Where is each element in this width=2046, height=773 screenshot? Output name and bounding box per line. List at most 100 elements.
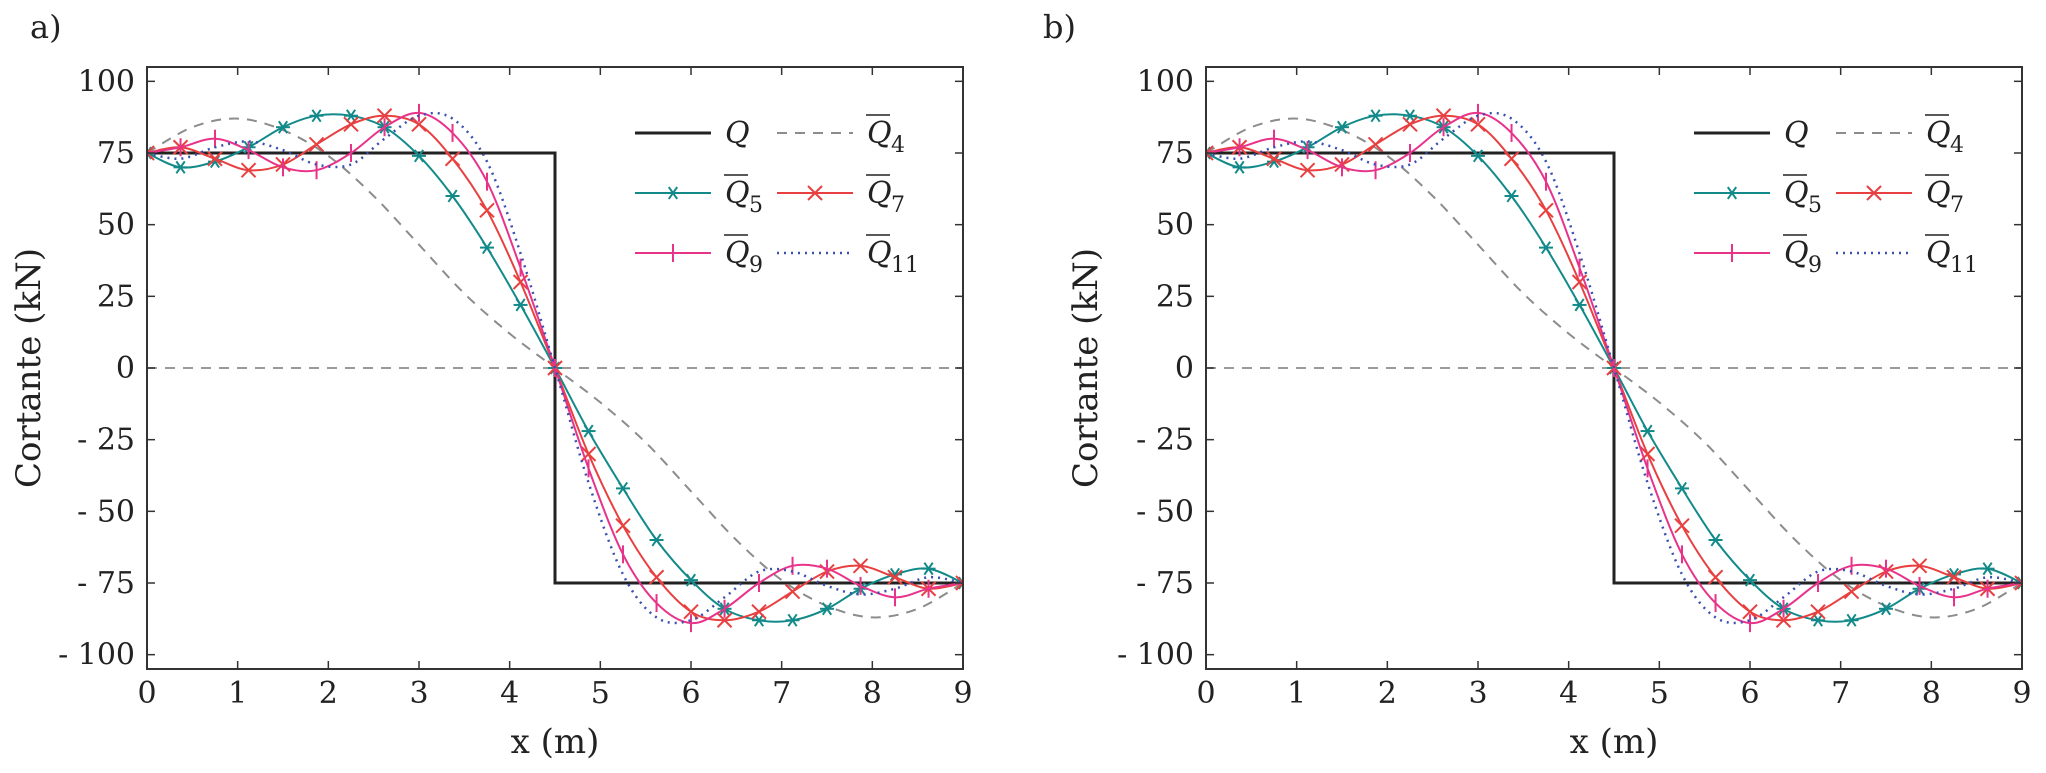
legend-subscript: 4 [1950,133,1964,158]
series-Q5-point [344,109,358,123]
legend-label: Q [867,176,892,211]
series-Q5-point [1403,109,1417,123]
legend: Q Q 4Q 5 Q 7Q 9 Q 11 [1694,114,1978,278]
series-Q7-point [1707,569,1724,585]
series-Q7-point [1402,116,1418,133]
series-Q7-point [1206,145,1214,161]
legend-subscript: 7 [1950,193,1964,218]
series-Q7-point [1775,612,1792,628]
y-tick-label: - 50 [1136,494,1194,529]
series-Q5-point [513,298,528,312]
legend-label: Q [867,236,892,271]
series-Q7-point [1266,151,1282,167]
x-tick-label: 0 [1196,676,1215,711]
y-tick-label: - 100 [1117,638,1194,673]
series-Q5-point [820,602,834,616]
series-Q5-point [1504,189,1519,203]
series-Q7-point [207,151,223,167]
series-Q7-point [1946,569,1962,585]
legend-subscript: 9 [749,253,763,278]
series-Q5-point [1844,613,1859,627]
series-Q7-point [580,446,597,462]
x-tick-label: 9 [2012,676,2031,711]
series-Q5-point [1980,562,1995,576]
x-tick-label: 6 [681,676,700,711]
series-Q7-point [716,612,733,628]
legend-label: Q [1784,116,1809,151]
y-tick-label: 50 [1156,208,1194,243]
series-Q7-point [1810,603,1826,620]
series-Q5-point [785,613,800,627]
legend-label: Q [725,116,750,151]
legend-entry-Q: Q [1694,116,1809,151]
series-Q5-point [1743,573,1757,587]
y-tick-label: 100 [1137,64,1194,99]
series-Q5-point [1879,602,1893,616]
series-Q7-point [2014,575,2022,591]
series-Q7-point [648,569,665,585]
series-Q7-point [512,274,529,290]
series-Q7-point [1470,116,1486,133]
series-Q7-point [479,202,495,219]
series-Q7-point [1843,583,1860,600]
legend-subscript: 9 [1808,253,1822,278]
panel-label: b) [1043,8,1076,46]
y-tick-label: - 100 [58,638,135,673]
series-Q7-point [887,569,903,585]
x-tick-label: 7 [1831,676,1850,711]
x-axis-label: x (m) [511,722,600,762]
y-tick-label: 0 [1175,351,1194,386]
series-Q7-point [1367,136,1384,153]
plot-area [1206,103,2022,633]
series-Q7-point [1571,274,1588,290]
x-tick-label: 5 [1650,676,1669,711]
y-tick-label: - 25 [77,423,135,458]
series-Q7-point [751,603,767,620]
series-Q11-line [1206,111,2022,625]
series-Q5-point [1539,241,1553,255]
series-Q7-point [784,583,801,600]
series-Q5-point [752,613,766,627]
series-Q5-point [480,241,494,255]
legend-label: Q [867,116,892,151]
x-tick-label: 2 [319,676,338,711]
series-Q7-point [1911,558,1928,574]
y-tick-label: - 75 [1136,566,1194,601]
series-Q7-point [411,116,427,133]
legend-subscript: 4 [891,133,905,158]
legend-marker [1866,185,1882,201]
legend-entry-Q: Q [635,116,750,151]
x-tick-label: 2 [1378,676,1397,711]
x-tick-label: 6 [1740,676,1759,711]
y-tick-label: 0 [116,351,135,386]
series-Q5-point [1640,424,1655,438]
series-Q5-point [616,481,630,495]
series-Q5-point [1572,298,1587,312]
y-tick-label: - 25 [1136,423,1194,458]
legend-label: Q [1926,116,1951,151]
y-tick-label: - 50 [77,494,135,529]
y-tick-label: 75 [97,136,135,171]
x-axis-label: x (m) [1570,722,1659,762]
series-Q7-point [615,517,631,534]
series-Q5-point [1708,533,1723,547]
legend-label: Q [725,236,750,271]
y-tick-label: 50 [97,208,135,243]
series-Q5-point [1368,109,1383,123]
y-tick-label: - 75 [77,566,135,601]
legend-label: Q [1784,236,1809,271]
legend-label: Q [1926,236,1951,271]
y-tick-label: 100 [78,64,135,99]
series-Q7-point [147,145,155,161]
x-tick-label: 1 [228,676,247,711]
x-tick-label: 0 [137,676,156,711]
legend-label: Q [725,176,750,211]
legend-entry-Q11: Q 11 [777,234,919,278]
series-Q5-point [1471,149,1485,163]
